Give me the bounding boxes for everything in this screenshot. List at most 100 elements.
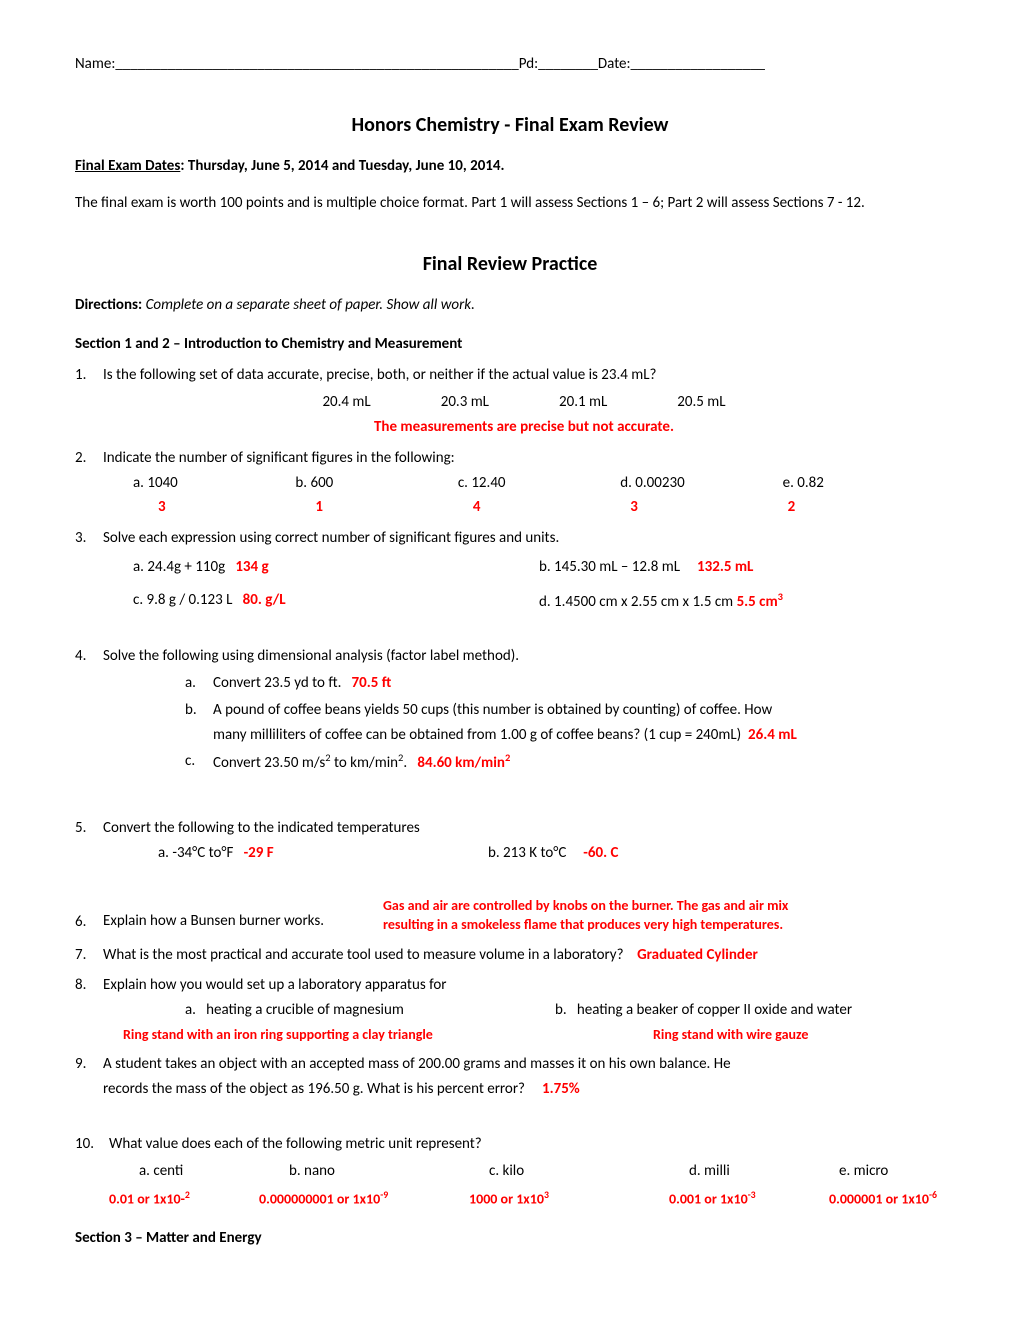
q1-v1: 20.3 mL (441, 390, 489, 415)
name-label: Name: (75, 55, 115, 73)
q4-a-ans: 70.5 ft (352, 674, 392, 692)
question-3: 3. Solve each expression using correct n… (75, 526, 945, 614)
q2-b: b. 600 (295, 474, 333, 492)
question-10: 10. What value does each of the followin… (75, 1132, 945, 1211)
q4-b-label: b. (185, 698, 213, 748)
q2-c: c. 12.40 (458, 474, 506, 492)
q5-num: 5. (75, 816, 103, 866)
question-9: 9. A student takes an object with an acc… (75, 1052, 945, 1102)
date-blank: __________________ (631, 55, 765, 73)
q3-d: d. 1.4500 cm x 2.55 cm x 1.5 cm (539, 593, 733, 611)
q7-num: 7. (75, 943, 103, 968)
q1-answer: The measurements are precise but not acc… (103, 415, 945, 440)
q3-b: b. 145.30 mL – 12.8 mL (539, 558, 680, 576)
question-2: 2. Indicate the number of significant fi… (75, 446, 945, 520)
q10-c: c. kilo (489, 1159, 689, 1184)
question-5: 5. Convert the following to the indicate… (75, 816, 945, 866)
q10-d-ans: 0.001 or 1x10-3 (669, 1187, 829, 1211)
q10-c-ans: 1000 or 1x103 (469, 1187, 669, 1211)
q9-ans: 1.75% (542, 1080, 580, 1098)
page-title: Honors Chemistry - Final Exam Review (75, 113, 945, 137)
question-8: 8. Explain how you would set up a labora… (75, 973, 945, 1046)
q9-t2: records the mass of the object as 196.50… (103, 1080, 525, 1098)
q1-num: 1. (75, 363, 103, 440)
q8-b-t: heating a beaker of copper II oxide and … (577, 1001, 852, 1019)
section-1-2-head: Section 1 and 2 – Introduction to Chemis… (75, 335, 945, 353)
q8-text: Explain how you would set up a laborator… (103, 973, 945, 998)
q2-a: a. 1040 (133, 474, 178, 492)
q5-b: b. 213 K to°C (488, 844, 566, 862)
q10-e: e. micro (839, 1159, 945, 1184)
q10-opts: a. centi b. nano c. kilo d. milli e. mic… (109, 1159, 945, 1184)
question-6: 6. Explain how a Bunsen burner works. Ga… (75, 896, 945, 935)
q5-b-ans: -60. C (583, 844, 618, 862)
section-3-head: Section 3 – Matter and Energy (75, 1229, 945, 1247)
page: Name:___________________________________… (0, 0, 1020, 1317)
q8-a-ans: Ring stand with an iron ring supporting … (123, 1023, 653, 1046)
q10-e-ans: 0.000001 or 1x10-6 (829, 1187, 945, 1211)
q1-values: 20.4 mL 20.3 mL 20.1 mL 20.5 mL (103, 390, 945, 415)
q3-text: Solve each expression using correct numb… (103, 526, 945, 551)
q1-text: Is the following set of data accurate, p… (103, 363, 945, 388)
pd-label: Pd: (519, 55, 538, 73)
q4-num: 4. (75, 644, 103, 776)
q2-d: d. 0.00230 (620, 474, 684, 492)
q10-answers: 0.01 or 1x10-2 0.000000001 or 1x10-9 100… (109, 1187, 945, 1211)
q4-b-t2: many milliliters of coffee can be obtain… (213, 726, 741, 744)
q7-text: What is the most practical and accurate … (103, 946, 624, 964)
directions: Directions: Complete on a separate sheet… (75, 294, 945, 317)
q8-num: 8. (75, 973, 103, 1046)
q1-v0: 20.4 mL (322, 390, 370, 415)
pd-blank: ________ (538, 55, 598, 73)
q4-c-t3: . (403, 754, 407, 772)
q10-num: 10. (75, 1132, 109, 1211)
q2-d-ans: 3 (630, 495, 787, 520)
q8-a-l: a. (185, 1001, 196, 1019)
q5-text: Convert the following to the indicated t… (103, 816, 945, 841)
directions-text: Complete on a separate sheet of paper. S… (146, 296, 475, 314)
header-line: Name:___________________________________… (75, 55, 945, 73)
directions-label: Directions: (75, 296, 142, 314)
q10-b: b. nano (289, 1159, 489, 1184)
q2-num: 2. (75, 446, 103, 520)
question-1: 1. Is the following set of data accurate… (75, 363, 945, 440)
q10-a: a. centi (139, 1159, 289, 1184)
q2-options: a. 1040 b. 600 c. 12.40 d. 0.00230 e. 0.… (103, 471, 945, 496)
q10-a-ans: 0.01 or 1x10-2 (109, 1187, 259, 1211)
q2-e: e. 0.82 (783, 474, 824, 492)
q4-b-ans: 26.4 mL (748, 726, 797, 744)
q3-c-ans: 80. g/L (243, 591, 286, 609)
q5-a-ans: -29 F (244, 844, 274, 862)
q6-ans2: resulting in a smokeless flame that prod… (383, 915, 788, 935)
exam-dates-text: : Thursday, June 5, 2014 and Tuesday, Ju… (180, 157, 504, 175)
q2-e-ans: 2 (788, 495, 945, 520)
q4-text: Solve the following using dimensional an… (103, 644, 945, 669)
q4-c-t1: Convert 23.50 m/s (213, 754, 325, 772)
q10-text: What value does each of the following me… (109, 1132, 945, 1157)
q3-a: a. 24.4g + 110g (133, 558, 225, 576)
q2-answers: 3 1 4 3 2 (103, 495, 945, 520)
q9-num: 9. (75, 1052, 103, 1102)
question-4: 4. Solve the following using dimensional… (75, 644, 945, 776)
q4-a-text: Convert 23.5 yd to ft. (213, 674, 341, 692)
q3-d-ans: 5.5 cm3 (737, 593, 783, 611)
q3-c: c. 9.8 g / 0.123 L (133, 591, 232, 609)
q3-a-ans: 134 g (235, 558, 268, 576)
q4-c-t2: to km/min (331, 754, 398, 772)
q4-a-label: a. (185, 671, 213, 696)
practice-title: Final Review Practice (75, 252, 945, 276)
q4-c-label: c. (185, 749, 213, 776)
q10-b-ans: 0.000000001 or 1x10-9 (259, 1187, 469, 1211)
q2-c-ans: 4 (473, 495, 630, 520)
q7-ans: Graduated Cylinder (637, 946, 758, 964)
question-7: 7. What is the most practical and accura… (75, 943, 945, 968)
q6-ans1: Gas and air are controlled by knobs on t… (383, 896, 788, 916)
q1-v3: 20.5 mL (677, 390, 725, 415)
q8-a-t: heating a crucible of magnesium (206, 1001, 404, 1019)
q2-a-ans: 3 (158, 495, 315, 520)
q6-num: 6. (75, 910, 103, 935)
q8-b-ans: Ring stand with wire gauze (653, 1023, 945, 1046)
q8-b-l: b. (555, 1001, 567, 1019)
q3-num: 3. (75, 526, 103, 614)
q3-b-ans: 132.5 mL (697, 558, 753, 576)
